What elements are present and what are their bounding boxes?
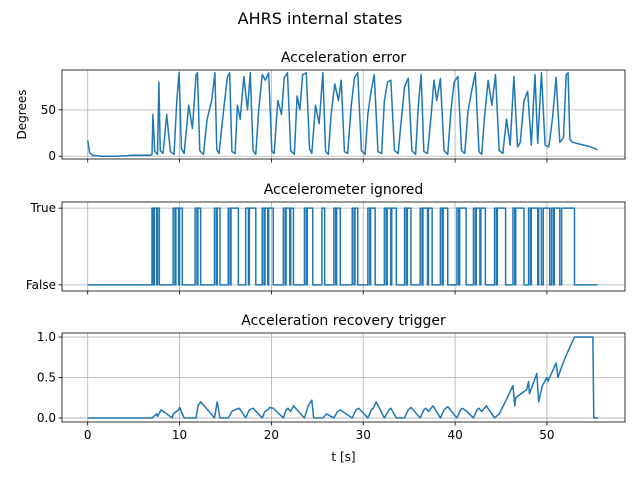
subplot-accelerometer-ignored: Accelerometer ignored False True xyxy=(26,182,626,295)
chart2-xtick-label-1: 10 xyxy=(172,428,187,442)
chart2-xtick-label-2: 20 xyxy=(264,428,279,442)
figure-suptitle: AHRS internal states xyxy=(238,9,403,28)
chart1-axes-frame xyxy=(61,201,626,292)
chart2-ytick-label-1: 0.5 xyxy=(37,371,56,385)
subplot-acceleration-error: Acceleration error 0 50 Degrees xyxy=(15,50,626,163)
chart1-ytick-label-0: False xyxy=(26,278,56,292)
chart2-xtick-label-4: 40 xyxy=(447,428,462,442)
chart0-title: Acceleration error xyxy=(281,50,407,66)
chart1-ytick-label-1: True xyxy=(30,201,57,215)
chart1-series-line-0 xyxy=(87,207,598,286)
subplot-acceleration-recovery-trigger: Acceleration recovery trigger 0 10 20 30 40 50… xyxy=(37,313,626,464)
chart2-ytick-label-2: 1.0 xyxy=(37,330,56,344)
chart1-title: Accelerometer ignored xyxy=(264,182,424,198)
chart0-ylabel: Degrees xyxy=(15,90,29,140)
chart2-xlabel: t [s] xyxy=(331,450,355,464)
chart0-axes-frame xyxy=(61,69,626,160)
chart2-xtick-label-3: 30 xyxy=(356,428,371,442)
chart0-ytick-label-1: 50 xyxy=(41,103,56,117)
chart0-ytick-label-0: 0 xyxy=(48,149,56,163)
chart2-xtick-label-5: 50 xyxy=(539,428,554,442)
chart2-series-line-0 xyxy=(87,336,599,419)
chart0-series-line-0 xyxy=(86,72,598,157)
chart2-title: Acceleration recovery trigger xyxy=(241,313,446,329)
chart2-ytick-label-0: 0.0 xyxy=(37,411,56,425)
chart2-xtick-label-0: 0 xyxy=(84,428,92,442)
